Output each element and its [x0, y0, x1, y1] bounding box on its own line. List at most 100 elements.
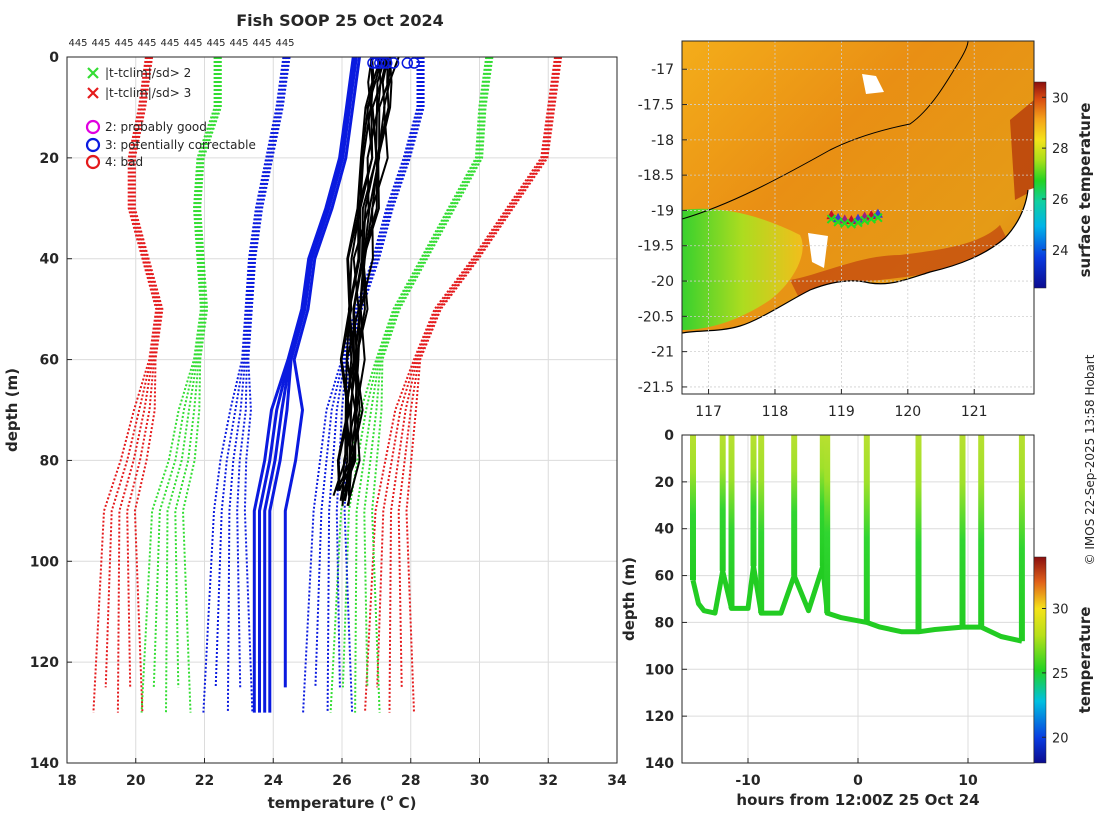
- legend-circle-marker: [85, 119, 101, 135]
- section-cast: [791, 435, 798, 576]
- map-isobath: [682, 41, 969, 220]
- map-coastline: [682, 189, 1029, 334]
- y-tick-label: 60: [40, 353, 60, 369]
- section-cast: [728, 435, 735, 609]
- x-tick-label: 18: [57, 773, 76, 789]
- map-y-tick-label: -21: [651, 345, 674, 361]
- green-clim-profile: [165, 57, 219, 713]
- red-clim-profile: [92, 56, 158, 713]
- green-clim-profile: [140, 57, 216, 713]
- legend-label: |t-tclim|/sd> 2: [105, 66, 191, 80]
- cruise-id-label: 445: [137, 38, 156, 49]
- map-cbar-tick-label: 30: [1052, 91, 1069, 106]
- section-cast: [959, 435, 966, 628]
- blue-clim-profile: [202, 56, 285, 713]
- red-clim-profile: [364, 56, 556, 713]
- blue-clim-profile: [314, 57, 420, 688]
- x-tick-label: 26: [332, 773, 351, 789]
- map-x-tick-label: 119: [828, 404, 855, 420]
- map-land: [682, 188, 1034, 394]
- map-cbar-tick-label: 26: [1052, 193, 1069, 208]
- blue-clim-profile: [226, 56, 288, 713]
- section-xlabel: hours from 12:00Z 25 Oct 24: [736, 791, 979, 809]
- map-land-patch: [808, 233, 828, 268]
- section-cbar-tick-label: 30: [1052, 603, 1069, 618]
- section-y-tick-label: 100: [645, 662, 674, 678]
- section-y-tick-label: 40: [655, 522, 675, 538]
- red-clim-profile: [104, 56, 159, 688]
- section-cast: [824, 435, 831, 614]
- cruise-id-label: 445: [114, 38, 133, 49]
- observed-profile: [337, 56, 375, 491]
- cruise-id-label: 445: [229, 38, 248, 49]
- x-tick-label: 28: [401, 773, 420, 789]
- flag3-marker: [401, 57, 414, 69]
- section-cast: [863, 435, 870, 623]
- y-tick-label: 40: [40, 252, 60, 268]
- green-clim-profile: [181, 57, 222, 713]
- blue-clim-profile: [302, 57, 419, 713]
- section-colorbar: [1033, 556, 1047, 764]
- map-y-tick-label: -17.5: [638, 98, 674, 114]
- red-clim-profile: [405, 56, 563, 713]
- legend-circle-marker: [85, 137, 101, 153]
- map-x-tick-label: 117: [695, 404, 722, 420]
- y-tick-label: 80: [40, 453, 60, 469]
- model-profile: [283, 56, 361, 688]
- map-track-flag: [833, 217, 843, 227]
- observed-profile: [340, 56, 389, 497]
- surface-temperature-map: 117 118 119 120 121 -17 -17.5 -18 -18.5 -19 -19.5 -…: [638, 40, 1094, 420]
- section-y-tick-label: 120: [645, 709, 674, 725]
- x-tick-label: 20: [126, 773, 146, 789]
- section-cast: [1018, 435, 1025, 642]
- red-clim-profile: [126, 56, 162, 688]
- section-cast: [750, 435, 757, 567]
- map-y-tick-label: -18: [651, 133, 674, 149]
- section-y-tick-label: 60: [655, 569, 675, 585]
- blue-clim-profile: [236, 56, 289, 688]
- blue-clim-profile: [343, 57, 425, 713]
- x-tick-label: 22: [195, 773, 214, 789]
- x-tick-label: 30: [470, 773, 490, 789]
- section-y-tick-label: 20: [655, 475, 675, 491]
- legend-label: 2: probably good: [105, 120, 207, 134]
- legend-circle-marker: [85, 154, 101, 170]
- observed-profile: [346, 56, 400, 507]
- section-ylabel: depth (m): [620, 557, 638, 641]
- map-y-tick-label: -20.5: [638, 309, 674, 325]
- map-land-patch-2: [862, 74, 884, 94]
- legend-x-marker: [87, 67, 99, 79]
- green-clim-profile: [371, 56, 494, 713]
- section-x-tick-label: -10: [735, 773, 761, 789]
- blue-clim-profile: [243, 56, 291, 713]
- map-y-tick-label: -19.5: [638, 239, 674, 255]
- map-cbar-tick-label: 24: [1052, 244, 1069, 259]
- map-x-tick-label: 120: [894, 404, 921, 420]
- red-clim-profile: [133, 56, 164, 713]
- y-tick-label: 0: [49, 50, 59, 66]
- cruise-id-label: 445: [183, 38, 202, 49]
- legend-label: |t-tclim|/sd> 3: [105, 86, 191, 100]
- y-tick-label: 20: [40, 151, 60, 167]
- red-clim-profile: [376, 56, 558, 688]
- section-bottom-track: [690, 563, 1023, 644]
- model-profile: [268, 56, 358, 713]
- flag3-marker: [374, 57, 386, 69]
- green-clim-profile: [152, 57, 218, 688]
- section-cast: [978, 435, 985, 628]
- observed-profile: [347, 56, 393, 506]
- map-y-tick-label: -19: [651, 203, 674, 219]
- section-colorbar-label: temperature: [1076, 607, 1094, 714]
- section-y-tick-label: 0: [664, 428, 674, 444]
- map-x-tick-label: 121: [961, 404, 988, 420]
- figure-title: Fish SOOP 25 Oct 2024: [236, 11, 444, 30]
- section-cbar-tick-label: 25: [1052, 667, 1069, 682]
- observed-profile: [343, 56, 389, 501]
- flag3-marker: [380, 57, 393, 69]
- map-y-tick-label: -21.5: [638, 380, 674, 396]
- map-cool-water: [682, 208, 803, 330]
- section-cast: [758, 435, 765, 614]
- red-clim-profile: [397, 56, 561, 688]
